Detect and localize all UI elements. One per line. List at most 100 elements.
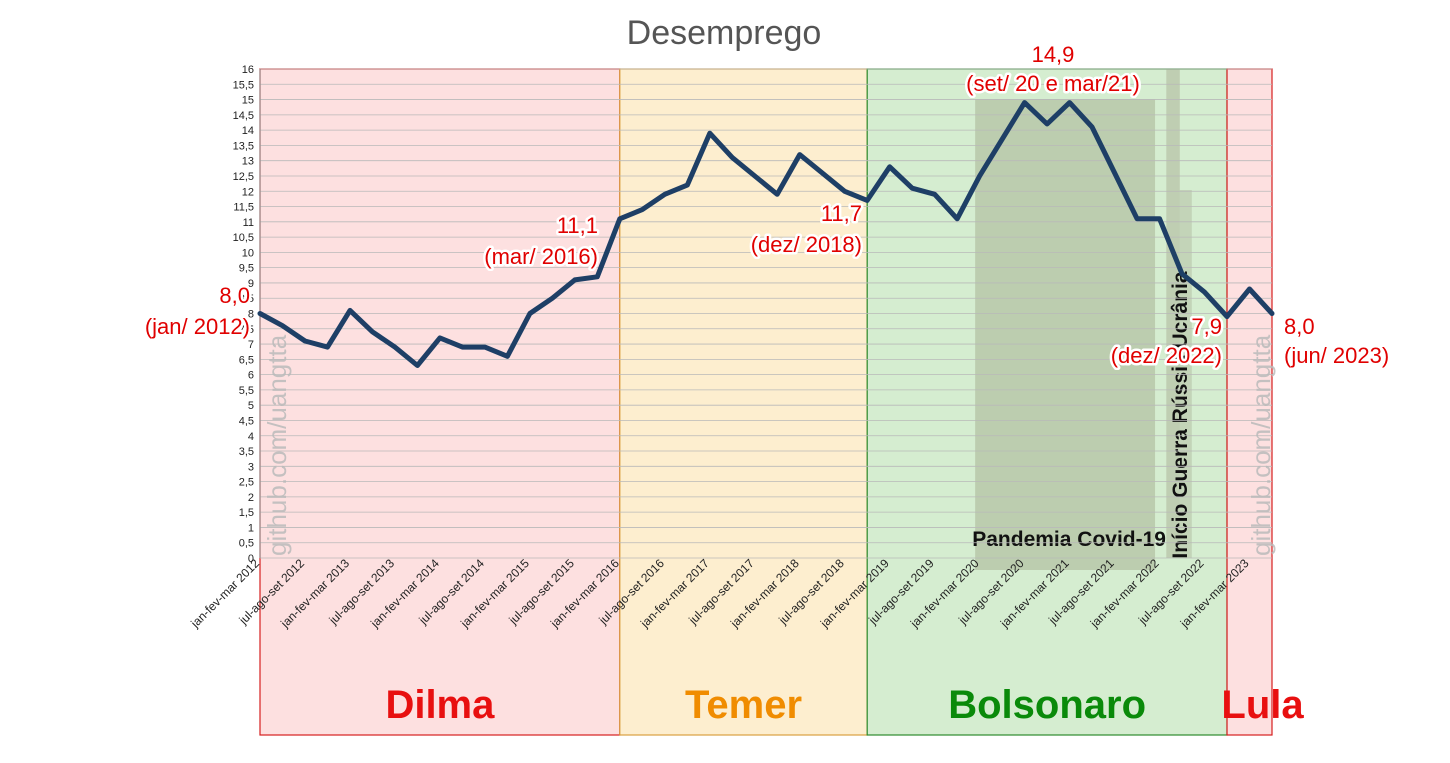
data-point — [461, 345, 464, 349]
data-point — [1158, 217, 1161, 220]
annotation-date: (set/ 20 e mar/21) — [966, 71, 1140, 96]
data-point — [955, 217, 959, 220]
y-tick-label: 1,5 — [239, 507, 254, 519]
y-axis-ticks: 00,511,522,533,544,555,566,577,588,599,5… — [233, 64, 254, 565]
data-point — [1045, 122, 1049, 126]
y-tick-label: 11,5 — [233, 202, 254, 214]
data-point — [573, 278, 577, 282]
gridlines — [259, 68, 1272, 559]
government-label-lula: Lula — [1221, 683, 1304, 727]
data-point — [776, 193, 779, 196]
y-tick-label: 5,5 — [239, 385, 254, 397]
y-tick-label: 12,5 — [233, 171, 254, 183]
annotation-value: 8,0 — [1284, 314, 1315, 339]
event-label-covid: Pandemia Covid-19 — [972, 528, 1166, 551]
y-tick-label: 4,5 — [239, 415, 254, 427]
data-point — [528, 312, 532, 315]
data-point — [1068, 101, 1071, 104]
data-point — [731, 156, 734, 159]
y-tick-label: 0 — [248, 553, 254, 565]
government-band-temer — [619, 68, 868, 736]
government-band-dilma — [259, 68, 621, 736]
annotation-date: (jan/ 2012) — [145, 314, 250, 339]
y-tick-label: 13 — [242, 156, 254, 168]
data-point — [551, 297, 554, 300]
data-point — [910, 186, 914, 190]
y-tick-label: 12 — [242, 186, 254, 198]
watermark-right: github.com/uangtta — [1246, 334, 1276, 556]
data-point — [371, 330, 374, 334]
data-point — [596, 275, 599, 279]
annotation-date: (dez/ 2018) — [751, 232, 862, 257]
y-tick-label: 7,5 — [239, 324, 254, 336]
y-tick-label: 3,5 — [239, 446, 254, 458]
data-point — [1270, 312, 1274, 315]
y-tick-label: 2,5 — [239, 477, 254, 489]
data-annotations: 8,0 (jan/ 2012) 11,1 (mar/ 2016) 11,7 (dez/ 2… — [142, 40, 1391, 371]
data-point — [708, 131, 711, 135]
data-point — [1180, 272, 1184, 275]
annotation-value: 7,9 — [1191, 314, 1222, 339]
data-point — [888, 165, 891, 168]
y-tick-label: 8 — [248, 309, 254, 321]
y-tick-label: 2 — [248, 492, 254, 504]
government-labels: Dilma Temer Bolsonaro Lula — [385, 683, 1304, 727]
series-line — [257, 100, 1275, 368]
data-point — [1113, 171, 1116, 175]
y-tick-label: 15,5 — [233, 79, 254, 91]
government-band-lula — [1226, 68, 1273, 736]
data-point — [843, 190, 846, 193]
y-tick-label: 7 — [248, 339, 254, 351]
y-tick-label: 14,5 — [233, 110, 254, 122]
data-point — [1225, 315, 1229, 318]
data-point — [1000, 138, 1004, 141]
data-point — [1090, 125, 1094, 129]
data-point — [1135, 217, 1139, 220]
data-point — [753, 174, 756, 178]
annotation-date: (mar/ 2016) — [484, 244, 598, 269]
data-point — [416, 364, 419, 367]
y-tick-label: 13,5 — [233, 140, 254, 152]
y-tick-label: 5 — [248, 400, 254, 412]
watermark-left: github.com/uangtta — [262, 334, 292, 556]
data-point — [641, 208, 644, 211]
data-point — [866, 199, 869, 202]
data-point — [483, 345, 487, 349]
data-point — [686, 183, 689, 187]
government-periods — [259, 68, 1273, 736]
data-point — [326, 345, 329, 349]
event-band-covid — [975, 99, 1156, 570]
data-point — [258, 312, 262, 315]
y-tick-label: 14 — [242, 125, 254, 137]
data-point — [618, 217, 622, 220]
data-point — [1023, 101, 1026, 104]
annotation-value: 11,1 — [557, 213, 598, 238]
data-point — [978, 174, 981, 178]
data-point — [393, 345, 397, 349]
data-point — [933, 193, 936, 196]
government-label-temer: Temer — [685, 683, 802, 727]
event-label-war: Início Guerra Rússia Ucrânia — [1169, 271, 1192, 558]
data-point — [281, 324, 284, 327]
y-tick-label: 6 — [248, 370, 254, 382]
y-tick-label: 10 — [242, 247, 254, 259]
y-tick-label: 11 — [243, 217, 254, 229]
y-tick-label: 9 — [248, 278, 254, 290]
data-point — [348, 309, 352, 312]
watermarks: github.com/uangtta github.com/uangtta — [262, 334, 1276, 556]
y-tick-label: 9,5 — [239, 263, 254, 275]
y-tick-label: 10,5 — [233, 232, 254, 244]
government-label-bolsonaro: Bolsonaro — [948, 683, 1146, 727]
series-line-group — [257, 100, 1275, 368]
government-label-dilma: Dilma — [385, 683, 495, 727]
data-point — [1248, 287, 1251, 291]
annotation-date: (dez/ 2022) — [1111, 343, 1222, 368]
annotation-value: 8,0 — [219, 283, 250, 308]
y-tick-label: 1 — [248, 522, 254, 534]
annotation-value: 11,7 — [821, 201, 862, 226]
y-tick-label: 6,5 — [239, 354, 254, 366]
y-tick-label: 15 — [242, 95, 254, 107]
data-point — [798, 153, 801, 156]
y-tick-label: 4 — [248, 431, 254, 443]
